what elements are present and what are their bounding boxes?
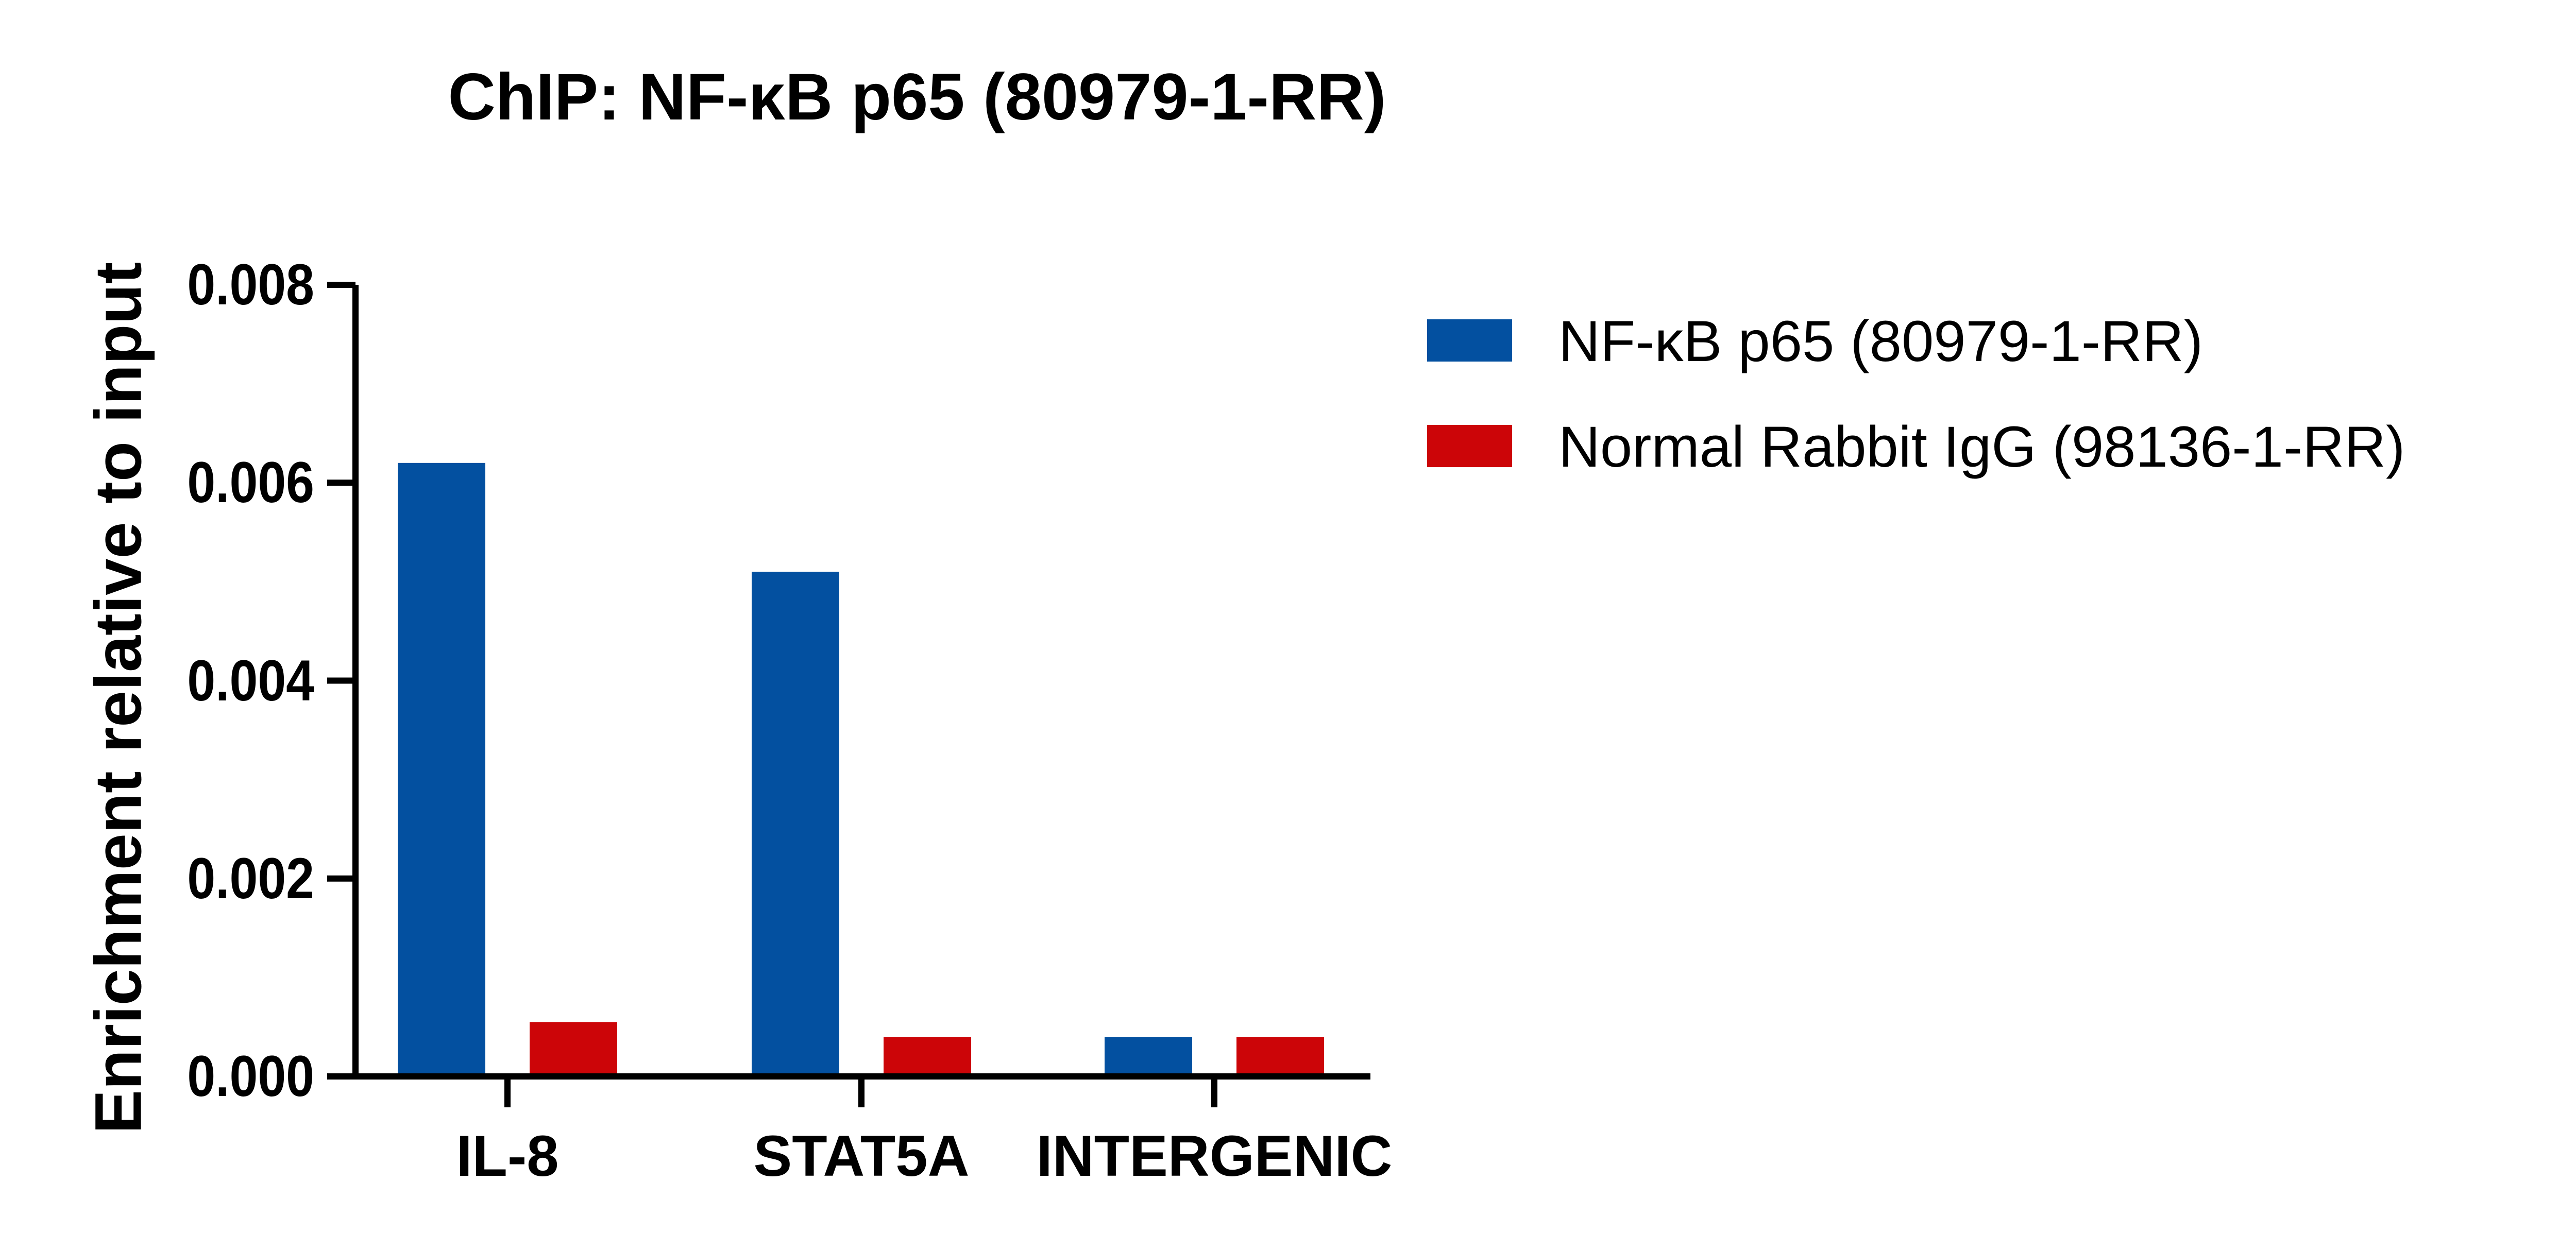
chart-title: ChIP: NF-κB p65 (80979-1-RR)	[448, 60, 1386, 134]
legend-label: Normal Rabbit IgG (98136-1-RR)	[1558, 415, 2405, 479]
x-tick-label: STAT5A	[753, 1124, 970, 1188]
y-tick-label: 0.002	[187, 846, 314, 911]
legend-swatch	[1427, 425, 1512, 467]
legend-swatch	[1427, 319, 1512, 362]
bar	[752, 572, 839, 1073]
y-tick-label: 0.000	[187, 1044, 314, 1108]
x-tick-label: IL-8	[456, 1124, 559, 1188]
x-tick-label: INTERGENIC	[1036, 1124, 1393, 1188]
bar	[398, 463, 485, 1074]
y-tick-label: 0.008	[187, 252, 314, 317]
y-tick-label: 0.004	[187, 648, 314, 713]
bar	[1236, 1037, 1324, 1073]
y-tick-label: 0.006	[187, 450, 314, 515]
bar	[884, 1037, 971, 1073]
legend-label: NF-κB p65 (80979-1-RR)	[1558, 309, 2204, 373]
bar	[1105, 1037, 1192, 1073]
bar	[530, 1022, 617, 1073]
